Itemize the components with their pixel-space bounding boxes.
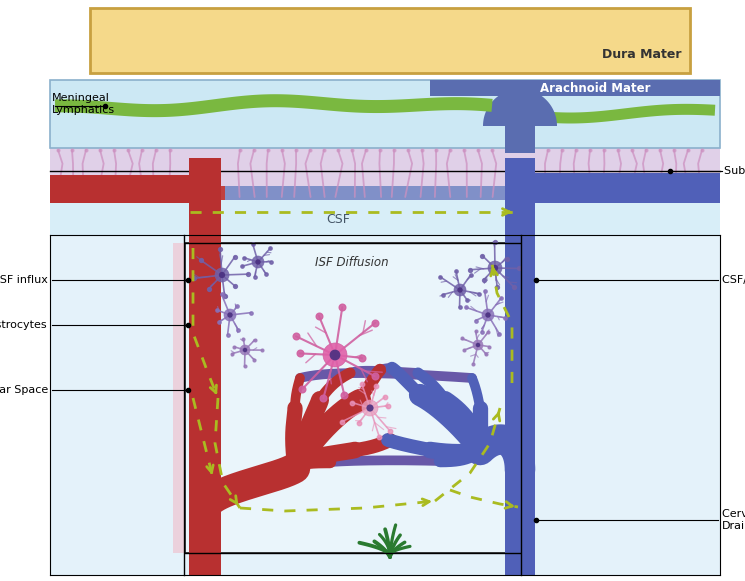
Bar bbox=[50, 186, 225, 200]
Bar bbox=[173, 243, 237, 553]
Circle shape bbox=[329, 350, 340, 360]
Text: Astrocytes: Astrocytes bbox=[0, 320, 48, 330]
Polygon shape bbox=[483, 89, 557, 126]
Circle shape bbox=[482, 309, 494, 321]
Circle shape bbox=[240, 345, 250, 355]
Bar bbox=[90, 8, 690, 73]
Circle shape bbox=[454, 284, 466, 296]
Circle shape bbox=[256, 259, 261, 265]
Circle shape bbox=[485, 313, 491, 318]
Bar bbox=[50, 175, 221, 203]
Text: Paravascular Space: Paravascular Space bbox=[0, 385, 48, 395]
Bar bbox=[50, 186, 720, 200]
Circle shape bbox=[252, 256, 264, 268]
Bar bbox=[183, 243, 227, 553]
Text: ISF Diffusion: ISF Diffusion bbox=[315, 256, 389, 270]
Bar bbox=[50, 200, 720, 235]
Circle shape bbox=[488, 261, 502, 275]
Bar bbox=[505, 158, 535, 575]
Bar bbox=[189, 158, 221, 575]
Bar bbox=[505, 104, 535, 153]
Circle shape bbox=[243, 348, 247, 352]
Bar bbox=[50, 235, 720, 575]
Circle shape bbox=[473, 340, 483, 350]
Polygon shape bbox=[55, 94, 492, 117]
Circle shape bbox=[367, 404, 373, 411]
Text: Dura Mater: Dura Mater bbox=[603, 48, 682, 61]
Text: CSF influx: CSF influx bbox=[0, 275, 48, 285]
Bar bbox=[185, 243, 520, 553]
Circle shape bbox=[476, 343, 481, 347]
Circle shape bbox=[215, 268, 229, 282]
Circle shape bbox=[224, 309, 236, 321]
Text: Cervical Lymph node
Drainage: Cervical Lymph node Drainage bbox=[722, 509, 745, 531]
Circle shape bbox=[457, 287, 463, 293]
Circle shape bbox=[362, 400, 378, 416]
Circle shape bbox=[492, 265, 498, 271]
Bar bbox=[50, 148, 720, 200]
Bar bbox=[50, 80, 720, 148]
Circle shape bbox=[323, 343, 347, 367]
Text: Meningeal
Lymphatics: Meningeal Lymphatics bbox=[52, 93, 115, 115]
Text: CSF/ISF efflux: CSF/ISF efflux bbox=[722, 275, 745, 285]
Bar bbox=[505, 173, 720, 203]
Polygon shape bbox=[524, 104, 715, 124]
Text: CSF: CSF bbox=[326, 213, 350, 226]
Circle shape bbox=[219, 272, 225, 278]
Circle shape bbox=[227, 313, 232, 318]
Text: Arachnoid Mater: Arachnoid Mater bbox=[539, 81, 650, 95]
Polygon shape bbox=[430, 80, 720, 96]
Text: Subarachnoid Space: Subarachnoid Space bbox=[724, 166, 745, 177]
